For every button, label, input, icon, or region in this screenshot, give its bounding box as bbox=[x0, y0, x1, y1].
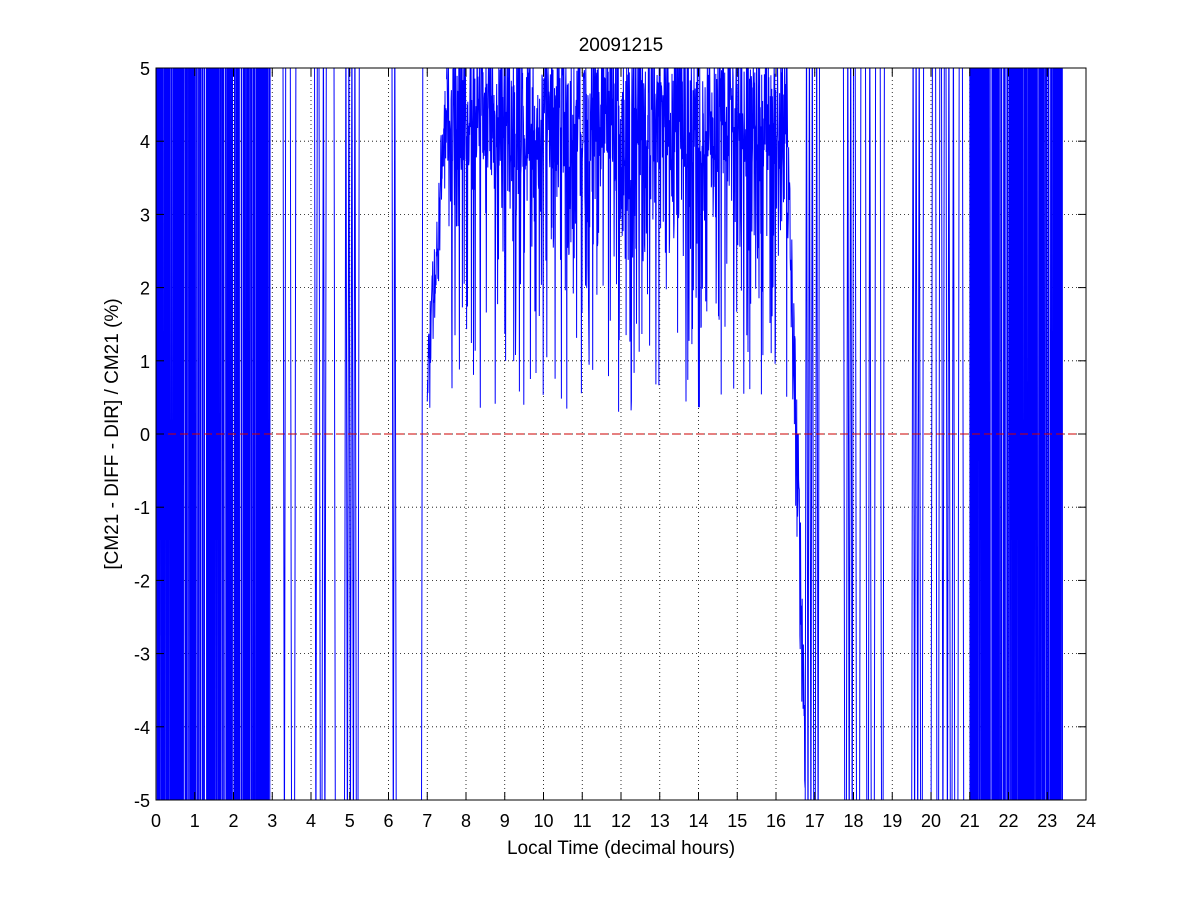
x-tick-label: 3 bbox=[267, 811, 277, 831]
x-tick-label: 11 bbox=[573, 811, 592, 831]
x-tick-label: 0 bbox=[151, 811, 161, 831]
x-tick-label: 21 bbox=[960, 811, 980, 831]
x-tick-label: 4 bbox=[306, 811, 316, 831]
x-tick-label: 6 bbox=[383, 811, 393, 831]
x-tick-label: 15 bbox=[727, 811, 747, 831]
y-axis-title: [CM21 - DIFF - DIR] / CM21 (%) bbox=[102, 298, 123, 569]
x-tick-label: 9 bbox=[500, 811, 510, 831]
y-tick-label: 4 bbox=[140, 132, 150, 152]
y-tick-label: 3 bbox=[140, 205, 150, 225]
x-tick-label: 20 bbox=[921, 811, 941, 831]
x-tick-label: 22 bbox=[998, 811, 1018, 831]
x-tick-label: 17 bbox=[805, 811, 825, 831]
x-tick-label: 12 bbox=[611, 811, 631, 831]
y-tick-label: 5 bbox=[140, 59, 150, 79]
x-tick-label: 19 bbox=[882, 811, 902, 831]
x-tick-label: 10 bbox=[533, 811, 553, 831]
x-axis-title: Local Time (decimal hours) bbox=[507, 838, 735, 859]
chart-title: 20091215 bbox=[579, 35, 664, 56]
y-tick-label: 1 bbox=[140, 352, 150, 372]
x-tick-label: 5 bbox=[345, 811, 355, 831]
y-tick-label: 2 bbox=[140, 279, 150, 299]
y-tick-label: -2 bbox=[134, 571, 150, 591]
y-tick-label: 0 bbox=[140, 425, 150, 445]
x-tick-label: 16 bbox=[766, 811, 786, 831]
x-tick-label: 23 bbox=[1037, 811, 1057, 831]
x-tick-label: 18 bbox=[843, 811, 863, 831]
x-tick-label: 2 bbox=[228, 811, 238, 831]
y-axis-ticks: -5 -4 -3 -2 -1 0 1 2 3 4 5 bbox=[134, 59, 1086, 811]
y-tick-label: -1 bbox=[134, 498, 150, 518]
y-tick-label: -3 bbox=[134, 645, 150, 665]
y-tick-label: -5 bbox=[134, 791, 150, 811]
x-axis-ticks: 0 1 2 3 4 5 6 7 8 9 10 11 12 13 14 15 16 17 18 19 20 21 22 23 24 bbox=[151, 68, 1096, 831]
x-tick-label: 24 bbox=[1076, 811, 1096, 831]
x-tick-label: 13 bbox=[650, 811, 670, 831]
x-tick-label: 1 bbox=[190, 811, 200, 831]
x-tick-label: 8 bbox=[461, 811, 471, 831]
y-tick-label: -4 bbox=[134, 718, 150, 738]
x-tick-label: 7 bbox=[422, 811, 432, 831]
x-tick-label: 14 bbox=[688, 811, 708, 831]
